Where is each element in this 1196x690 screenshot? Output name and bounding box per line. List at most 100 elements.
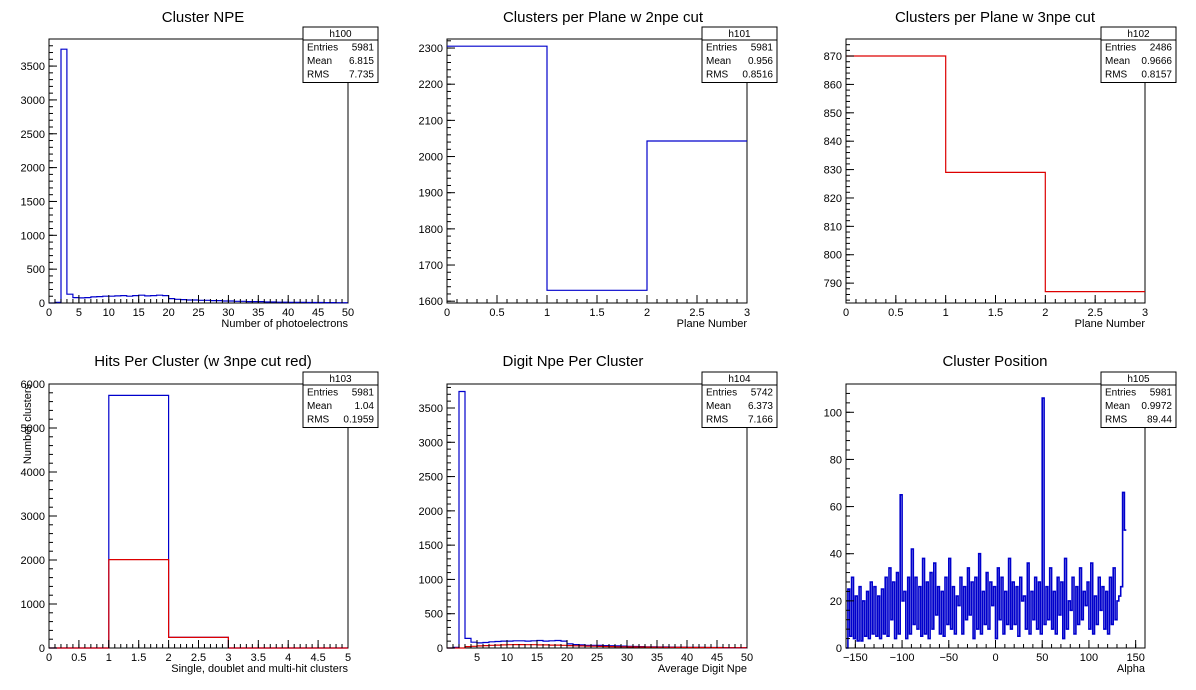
x-tick-label: 1.5 [988,307,1003,319]
chart-title: Clusters per Plane w 3npe cut [895,9,1096,26]
stats-box: h105 Entries 5981 Mean 0.9972 RMS 89.44 [1100,371,1177,428]
stats-box-frame [302,371,379,428]
y-tick-label: 800 [824,250,842,262]
y-tick-label: 2000 [419,152,443,164]
y-tick-label: 40 [830,549,842,561]
histogram-series-2 [49,559,348,649]
x-tick-label: 5 [345,652,351,664]
x-tick-label: 0 [46,307,52,319]
x-tick-label: 10 [103,307,115,319]
x-tick-label: 25 [192,307,204,319]
x-tick-label: 40 [282,307,294,319]
x-tick-label: 5 [76,307,82,319]
stats-box-name: h102 [1127,29,1150,40]
y-tick-label: 6000 [21,379,45,391]
x-axis-title: Plane Number [677,318,748,330]
y-tick-label: 1900 [419,188,443,200]
plot-frame [845,38,1146,304]
x-tick-label: 50 [342,307,354,319]
x-tick-label: 3 [744,307,750,319]
x-tick-label: 3 [225,652,231,664]
histogram-panel-3: Clusters per Plane w 3npe cut 0 0.5 1 1.5 2 2.… [824,9,1177,330]
y-tick-label: 3000 [419,437,443,449]
x-tick-label: 2 [644,307,650,319]
stats-value: 0.956 [748,56,773,67]
y-tick-label: 500 [27,264,45,276]
histogram-panel-5: Digit Npe Per Cluster 5 10 15 20 25 30 35 40 45 50… [419,353,778,675]
x-axis-title: Plane Number [1075,318,1146,330]
y-tick-label: 0 [437,643,443,655]
y-tick-label: 2000 [419,506,443,518]
x-tick-label: 1.5 [131,652,146,664]
stats-label: Entries [307,388,338,399]
chart-title: Cluster Position [942,353,1047,370]
stats-box-name: h105 [1127,374,1150,385]
x-tick-label: 2.5 [689,307,704,319]
y-tick-label: 3500 [21,61,45,73]
stats-value: 0.1959 [343,415,374,426]
stats-label: Entries [706,43,737,54]
chart-title: Clusters per Plane w 2npe cut [503,9,704,26]
y-tick-label: 2100 [419,115,443,127]
stats-label: Mean [706,56,731,67]
x-tick-label: 0.5 [71,652,86,664]
y-tick-label: 1500 [419,540,443,552]
x-axis-title: Alpha [1117,663,1146,675]
stats-value: 1.04 [355,401,375,412]
x-tick-label: 3 [1142,307,1148,319]
x-tick-label: 15 [133,307,145,319]
histogram-series-1 [846,397,1127,649]
stats-value: 6.373 [748,401,773,412]
y-tick-label: 0 [836,643,842,655]
x-tick-label: 25 [591,652,603,664]
histogram-panel-4: Hits Per Cluster (w 3npe cut red) 0 0.5 1 1.… [21,353,379,675]
x-tick-label: 5 [474,652,480,664]
stats-label: RMS [706,70,729,81]
stats-value: 0.9972 [1141,401,1172,412]
stats-label: Entries [307,43,338,54]
x-tick-label: 45 [711,652,723,664]
x-tick-label: 20 [162,307,174,319]
stats-label: RMS [307,415,330,426]
y-tick-label: 840 [824,136,842,148]
stats-label: Mean [706,401,731,412]
stats-box-name: h101 [728,29,751,40]
stats-box-frame [701,26,778,83]
y-tick-label: 1700 [419,260,443,272]
y-tick-label: 5000 [21,423,45,435]
x-tick-label: 2.5 [191,652,206,664]
stats-label: Entries [1105,388,1136,399]
stats-label: RMS [1105,70,1128,81]
stats-box: h102 Entries 2486 Mean 0.9666 RMS 0.8157 [1100,26,1177,83]
histogram-series-1 [447,390,747,649]
x-axis-title: Number of photoelectrons [221,318,348,330]
stats-box: h101 Entries 5981 Mean 0.956 RMS 0.8516 [701,26,778,83]
y-tick-label: 0 [39,298,45,310]
stats-value: 0.8157 [1141,70,1172,81]
stats-value: 5981 [751,43,774,54]
y-tick-label: 1800 [419,224,443,236]
x-tick-label: 0 [444,307,450,319]
x-tick-label: 35 [651,652,663,664]
y-tick-label: 790 [824,278,842,290]
stats-value: 89.44 [1147,415,1172,426]
stats-label: RMS [706,415,729,426]
x-tick-label: 4.5 [310,652,325,664]
x-tick-label: 1 [943,307,949,319]
x-tick-label: −50 [939,652,958,664]
x-tick-label: 40 [681,652,693,664]
y-tick-label: 2500 [419,472,443,484]
histogram-series-1 [49,48,348,304]
x-tick-label: 1.5 [589,307,604,319]
y-tick-label: 20 [830,596,842,608]
x-tick-label: −100 [890,652,915,664]
x-tick-label: 30 [621,652,633,664]
x-tick-label: 0 [46,652,52,664]
x-tick-label: 1 [106,652,112,664]
stats-label: Mean [1105,56,1130,67]
x-tick-label: 50 [741,652,753,664]
stats-value: 5981 [1150,388,1173,399]
y-tick-label: 2000 [21,555,45,567]
histogram-series-1 [49,394,348,649]
x-tick-label: 35 [252,307,264,319]
